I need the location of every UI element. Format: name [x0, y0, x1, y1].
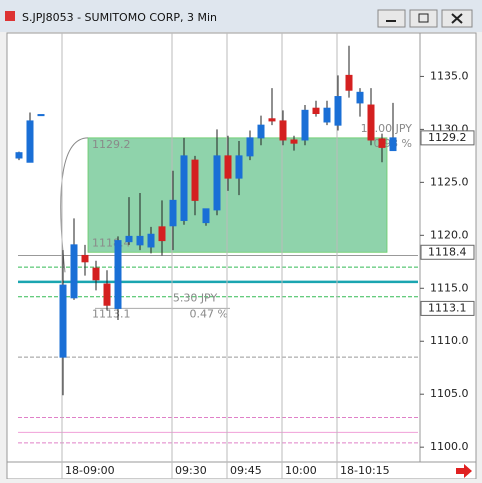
y-tick-label: 1125.0: [430, 175, 469, 188]
price-tag-label: 1118.4: [428, 245, 467, 258]
price-tag: [420, 244, 475, 260]
candle-body: [37, 114, 45, 117]
scroll-arrow[interactable]: [456, 464, 472, 478]
y-tick-label: 1135.0: [430, 69, 469, 82]
candle-body: [257, 124, 265, 139]
candle-body: [26, 120, 34, 163]
range-low-label: 5.30 JPY: [173, 291, 218, 304]
candle-body: [103, 283, 111, 306]
candle-body: [169, 199, 177, 227]
candle-body: [235, 155, 243, 179]
candle-body: [323, 107, 331, 123]
candle-body: [301, 109, 309, 141]
range-low-label: 0.47 %: [190, 307, 228, 320]
maximize-button[interactable]: [409, 9, 438, 28]
price-tag-label: 1113.1: [428, 301, 467, 314]
y-tick-label: 1120.0: [430, 228, 469, 241]
x-tick-label: 18-10:15: [340, 464, 390, 477]
candle-body: [345, 74, 353, 91]
candle-body: [389, 137, 397, 152]
candle-body: [180, 155, 188, 221]
candle-body: [367, 104, 375, 141]
candle-body: [125, 235, 133, 243]
window-buttons[interactable]: [377, 9, 473, 28]
chart-title: S.JPJ8053 - SUMITOMO CORP, 3 Min: [22, 11, 217, 24]
candle-body: [202, 208, 210, 224]
x-tick-label: 09:30: [175, 464, 207, 477]
price-tag: [420, 130, 475, 146]
candle-body: [356, 91, 364, 104]
candle-body: [334, 96, 342, 126]
x-tick-label: 10:00: [285, 464, 317, 477]
range-box-label: 1118.4: [92, 236, 131, 249]
candle-body: [378, 138, 386, 148]
candle-body: [92, 267, 100, 281]
candle-body: [246, 137, 254, 157]
candle-body: [70, 244, 78, 299]
range-box: [87, 137, 388, 253]
y-tick-label: 1110.0: [430, 334, 469, 347]
price-tag-label: 1129.2: [428, 131, 467, 144]
candle-body: [279, 120, 287, 141]
candle-body: [268, 118, 276, 122]
y-tick-label: 1105.0: [430, 387, 469, 400]
price-tag: [420, 300, 475, 316]
x-tick-label: 18-09:00: [65, 464, 115, 477]
y-tick-label: 1115.0: [430, 281, 469, 294]
candle-body: [114, 240, 122, 309]
candle-body: [81, 254, 89, 263]
candle-body: [147, 233, 155, 248]
candle-body: [158, 226, 166, 242]
candle-body: [224, 155, 232, 179]
candle-body: [191, 159, 199, 201]
y-tick-label: 1100.0: [430, 440, 469, 453]
candle-body: [15, 152, 23, 159]
minimize-button[interactable]: [377, 9, 406, 28]
candle-body: [59, 284, 67, 358]
candle-body: [312, 107, 320, 115]
candle-body: [136, 235, 144, 246]
app-icon: [5, 11, 15, 21]
range-low-label: 1113.1: [92, 307, 131, 320]
range-box-label: 1129.2: [92, 138, 131, 151]
candle-body: [213, 155, 221, 211]
x-tick-label: 09:45: [230, 464, 262, 477]
candle-body: [290, 139, 298, 144]
